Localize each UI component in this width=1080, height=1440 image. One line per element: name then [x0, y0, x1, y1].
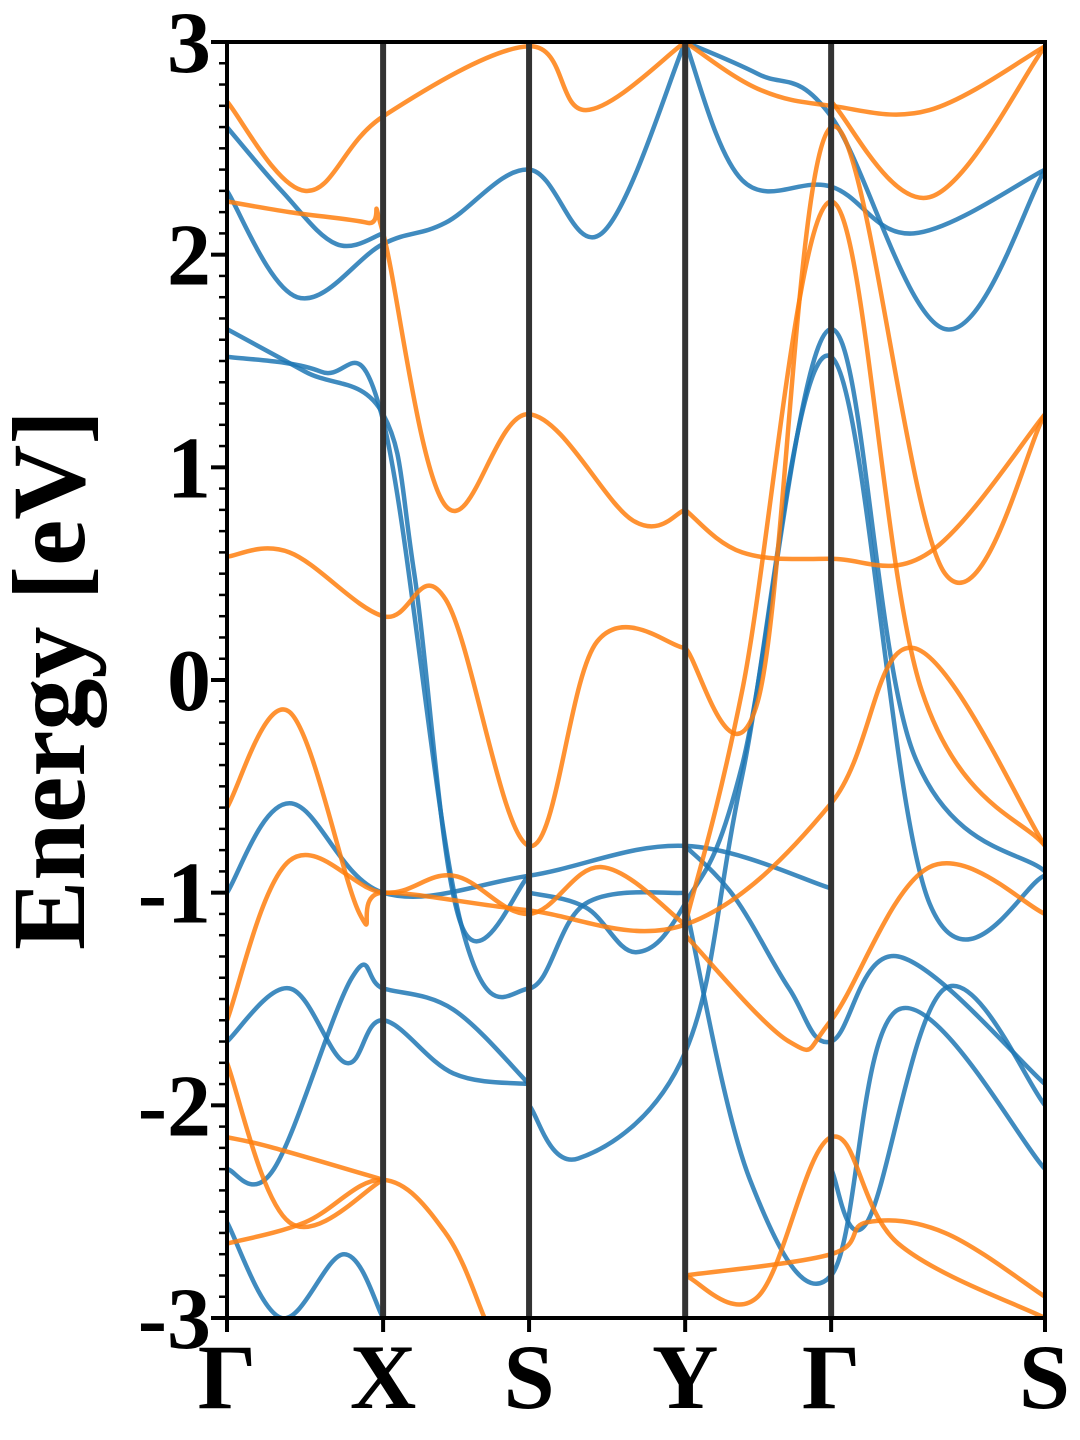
x-tick-label-0: Γ — [198, 1326, 257, 1428]
band-line-up-4 — [227, 42, 688, 301]
band-line-up-9 — [227, 1220, 386, 1318]
x-tick-label-5: S — [1019, 1326, 1070, 1428]
band-line-down-15 — [227, 546, 688, 849]
y-tick-label: -2 — [138, 1058, 211, 1155]
x-tick-label-4: Γ — [802, 1326, 861, 1428]
band-line-down-30 — [682, 42, 1045, 117]
band-line-down-16 — [227, 645, 1045, 934]
band-line-down-28 — [682, 1218, 1045, 1299]
band-line-down-23 — [682, 861, 1045, 1052]
x-tick-label-2: S — [503, 1326, 554, 1428]
band-line-down-21 — [682, 124, 1045, 737]
y-tick-label: -1 — [138, 846, 211, 943]
band-line-down-18 — [227, 199, 688, 529]
y-tick-label: 2 — [167, 208, 211, 305]
band-line-down-29 — [828, 44, 1045, 201]
y-axis-ticks: -3 -2 -1 0 1 2 3 — [138, 0, 227, 1368]
band-line-down-20 — [682, 411, 1045, 569]
band-line-up-8 — [227, 962, 532, 1187]
k-point-lines — [380, 42, 835, 1318]
band-series-layer — [227, 42, 1045, 1318]
y-axis-title: Energy [eV] — [0, 410, 107, 950]
x-tick-label-1: X — [350, 1326, 416, 1428]
y-tick-label: 1 — [167, 420, 211, 517]
band-line-up-12 — [227, 124, 386, 249]
band-line-up-3 — [227, 354, 688, 1000]
band-line-down-17 — [227, 852, 688, 1023]
band-line-down-26 — [227, 1134, 386, 1183]
band-line-up-7 — [682, 843, 1045, 1087]
band-line-up-14 — [682, 42, 1045, 332]
y-tick-label: 3 — [167, 0, 211, 92]
y-tick-label: 0 — [167, 633, 211, 730]
band-line-up-1 — [227, 986, 532, 1087]
band-line-down-19 — [227, 42, 688, 194]
y-tick-label: -3 — [138, 1271, 211, 1368]
band-line-up-2 — [227, 326, 532, 944]
band-line-down-24 — [227, 1060, 386, 1230]
x-tick-label-3: Y — [652, 1326, 718, 1428]
band-line-up-11 — [828, 983, 1045, 1233]
